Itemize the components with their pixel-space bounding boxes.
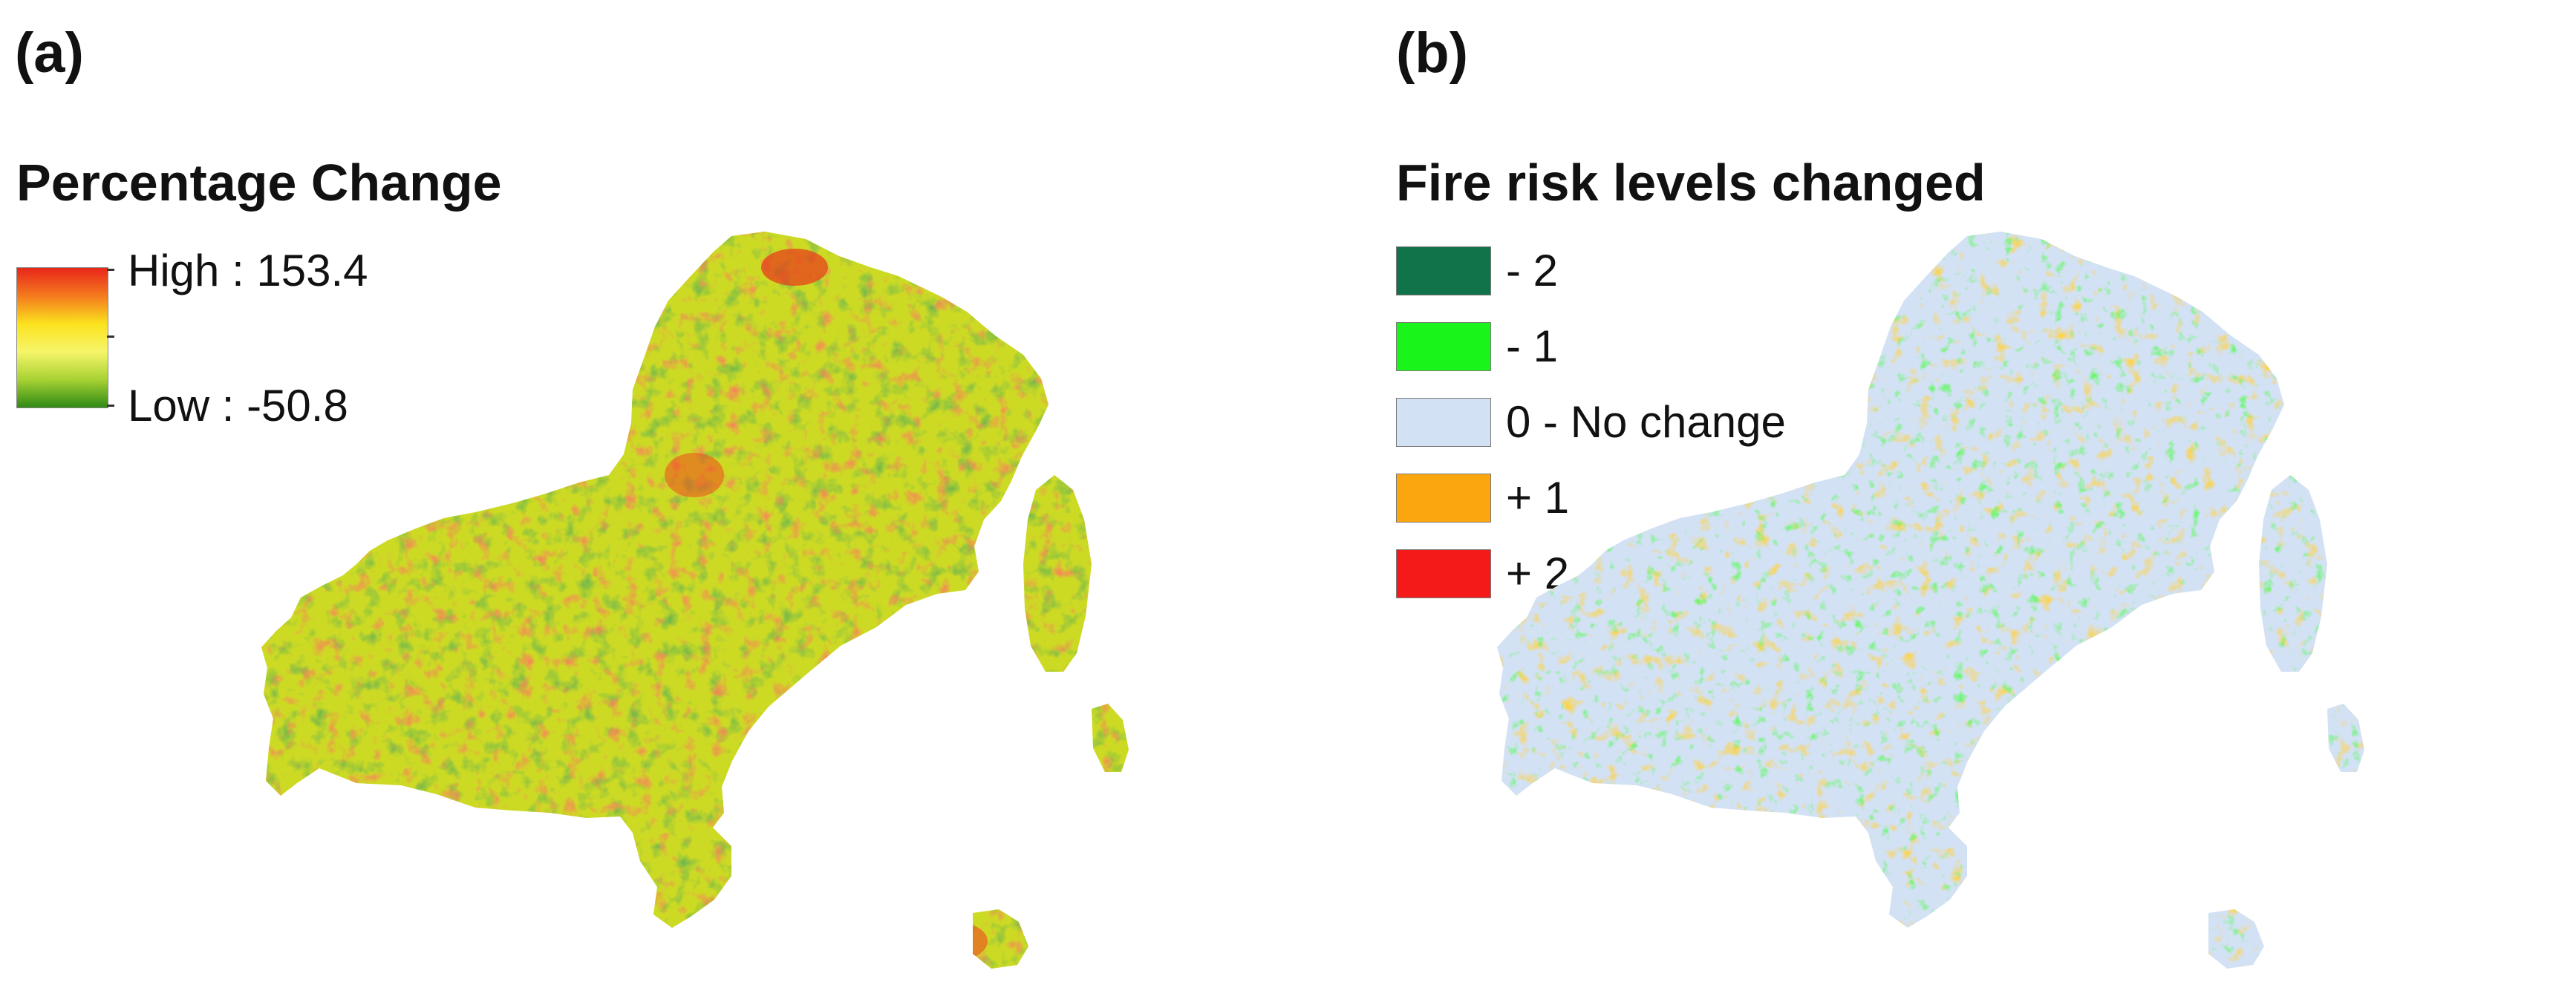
legend-swatch (1396, 322, 1491, 371)
legend-tick-mid (107, 336, 114, 338)
legend-item-label: 0 - No change (1506, 397, 1786, 447)
legend-item-label: + 1 (1506, 473, 1570, 523)
legend-swatch (1396, 398, 1491, 447)
legend-item-label: - 1 (1506, 321, 1559, 371)
legend-swatch (1396, 474, 1491, 523)
legend-high-label: High : 153.4 (128, 246, 368, 295)
legend-swatch (1396, 246, 1491, 295)
panel-a: (a) Percentage Change High : 153.4 Low :… (15, 22, 1129, 969)
legend-low-label: Low : -50.8 (128, 381, 348, 431)
fire-risk-change-map (1497, 232, 2364, 969)
percentage-change-map (261, 232, 1129, 969)
color-ramp-legend (16, 267, 108, 408)
fire-risk-legend-title: Fire risk levels changed (1396, 154, 1986, 212)
panel-a-label: (a) (15, 22, 84, 85)
panel-b-label: (b) (1396, 22, 1469, 85)
legend-item-label: - 2 (1506, 246, 1559, 295)
legend-tick-high (107, 269, 114, 271)
legend-swatch (1396, 549, 1491, 598)
panel-b: (b) Fire risk levels changed - 2 - 1 0 -… (1288, 0, 2576, 1008)
legend-tick-low (107, 405, 114, 407)
percentage-change-legend-title: Percentage Change (16, 154, 502, 212)
